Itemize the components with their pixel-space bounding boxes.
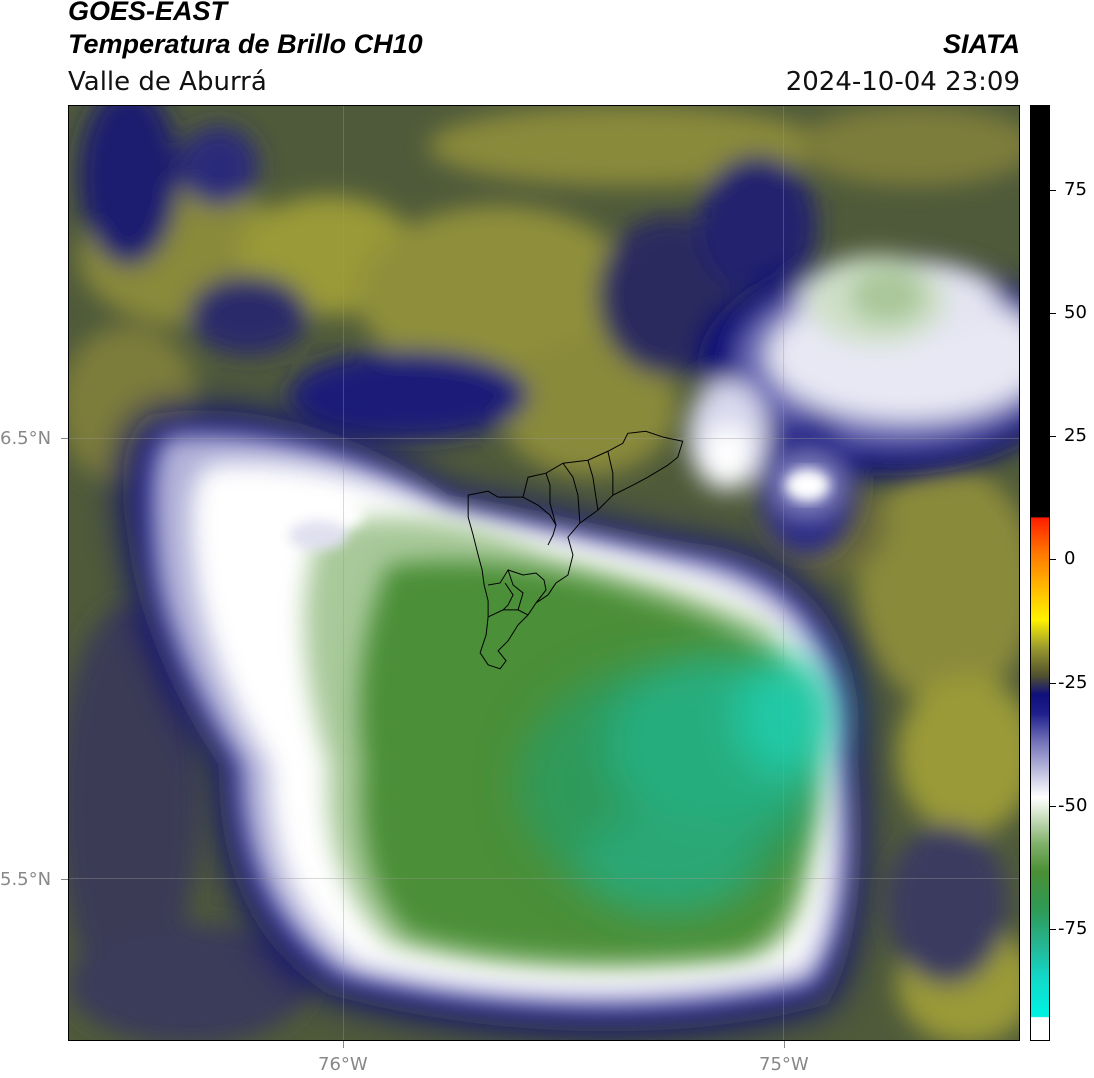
lon-label-76w: 76°W — [318, 1054, 368, 1075]
lon-tick-76w — [343, 1041, 344, 1048]
colorbar-tick-0 — [1050, 559, 1056, 560]
colorbar-tick-25 — [1050, 436, 1056, 437]
colorbar-tick-minus-50 — [1050, 806, 1056, 807]
colorbar-tick-50 — [1050, 313, 1056, 314]
product-title: Temperatura de Brillo CH10 — [68, 29, 423, 59]
colorbar-label-0: 0 — [1064, 548, 1076, 569]
colorbar-label-75: 75 — [1064, 179, 1087, 200]
colorbar-label-minus-25: -25 — [1058, 672, 1088, 693]
brightness-temperature-map — [68, 105, 1020, 1041]
organization-label: SIATA — [943, 29, 1020, 59]
colorbar-label-50: 50 — [1064, 302, 1087, 323]
satellite-title: GOES-EAST — [68, 0, 228, 26]
colorbar-label-minus-75: -75 — [1058, 918, 1088, 939]
datetime-label: 2024-10-04 23:09 — [785, 67, 1020, 97]
lat-label-5-5n: 5.5°N — [0, 869, 52, 890]
background-cloud-field — [69, 106, 1019, 1040]
colorbar-label-minus-50: -50 — [1058, 795, 1088, 816]
map-raster — [69, 106, 1019, 1040]
region-subtitle: Valle de Aburrá — [68, 67, 267, 97]
lon-label-75w: 75°W — [759, 1054, 809, 1075]
lat-tick-6-5n — [61, 438, 68, 439]
colorbar-tick-minus-25 — [1050, 683, 1056, 684]
colorbar — [1030, 105, 1050, 1041]
colorbar-tick-75 — [1050, 190, 1056, 191]
municipal-boundaries — [467, 430, 684, 670]
lat-tick-5-5n — [61, 879, 68, 880]
colorbar-label-25: 25 — [1064, 425, 1087, 446]
colorbar-tick-minus-75 — [1050, 929, 1056, 930]
northeast-cloud — [687, 255, 1019, 556]
lat-label-6-5n: 6.5°N — [0, 428, 52, 449]
lon-tick-75w — [784, 1041, 785, 1048]
